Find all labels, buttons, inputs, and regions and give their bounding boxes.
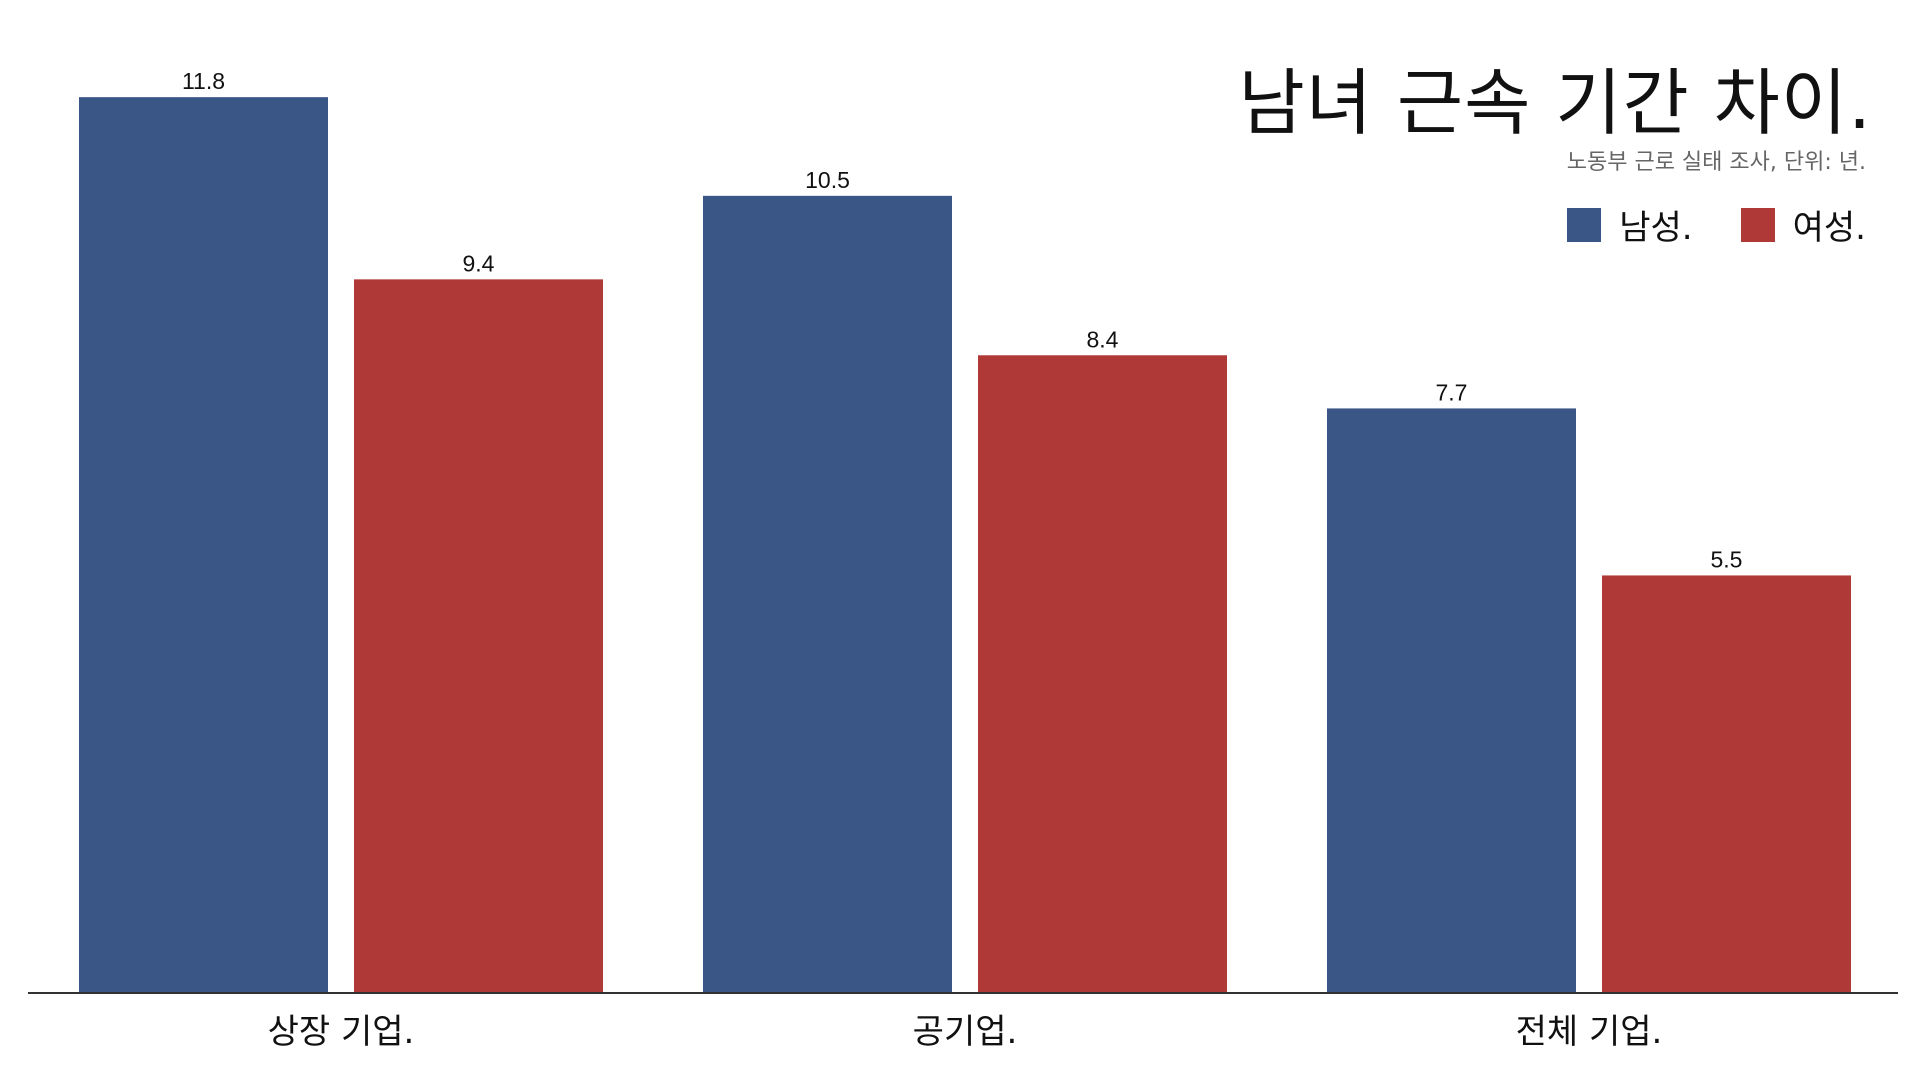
legend-swatch-male [1567, 207, 1602, 242]
bar-male-0 [79, 97, 328, 994]
bar-female-0 [354, 279, 603, 993]
value-labels-layer: 11.8 9.4 10.5 8.4 7.7 5.5 [182, 68, 1743, 572]
value-label-male-0: 11.8 [182, 68, 225, 94]
bar-female-1 [978, 355, 1227, 994]
category-label-2: 전체 기업. [1516, 1012, 1663, 1052]
bar-male-2 [1327, 408, 1576, 993]
chart-subtitle: 노동부 근로 실태 조사, 단위: 년. [1566, 150, 1866, 175]
legend-swatch-female [1740, 207, 1775, 242]
legend: 남성. 여성. [1567, 200, 1866, 249]
chart-title: 남녀 근속 기간 차이. [1238, 61, 1872, 145]
value-label-male-1: 10.5 [805, 167, 850, 193]
legend-label-male: 남성. [1619, 208, 1693, 248]
category-labels-layer: 상장 기업. 공기업. 전체 기업. [268, 1012, 1663, 1052]
legend-item-male: 남성. [1567, 200, 1693, 249]
bar-male-1 [703, 195, 952, 994]
category-label-1: 공기업. [913, 1012, 1018, 1052]
category-label-0: 상장 기업. [268, 1012, 415, 1052]
bars-layer [79, 97, 1851, 994]
value-label-female-1: 8.4 [1087, 326, 1119, 352]
value-label-female-0: 9.4 [463, 250, 495, 276]
bar-female-2 [1602, 575, 1851, 993]
value-label-male-2: 7.7 [1436, 379, 1468, 405]
legend-label-female: 여성. [1792, 208, 1866, 248]
legend-item-female: 여성. [1740, 200, 1866, 249]
value-label-female-2: 5.5 [1711, 546, 1743, 572]
